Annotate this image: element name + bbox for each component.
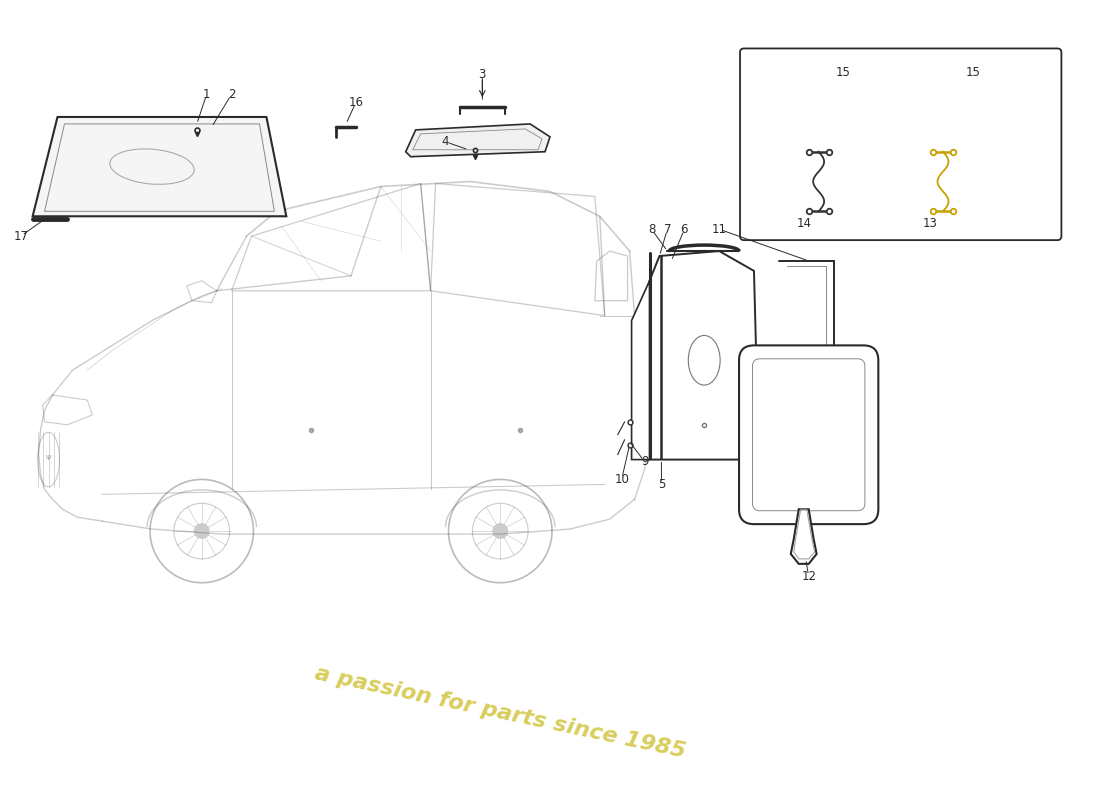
Circle shape	[194, 523, 210, 539]
Text: 11: 11	[712, 222, 727, 236]
Text: 8: 8	[648, 222, 656, 236]
Polygon shape	[406, 124, 550, 157]
Polygon shape	[791, 510, 816, 564]
Text: 2: 2	[228, 88, 235, 101]
Text: 17: 17	[13, 230, 29, 242]
FancyBboxPatch shape	[739, 346, 878, 524]
Text: 14: 14	[796, 217, 811, 230]
Text: 16: 16	[349, 95, 363, 109]
Text: 4: 4	[442, 135, 449, 148]
Polygon shape	[631, 281, 649, 459]
Text: 1: 1	[204, 88, 210, 101]
Text: 13: 13	[923, 217, 937, 230]
Text: 15: 15	[836, 66, 851, 78]
Text: Ψ: Ψ	[46, 454, 52, 461]
Text: 15: 15	[966, 66, 980, 78]
Text: a passion for parts since 1985: a passion for parts since 1985	[314, 664, 688, 762]
Text: 6: 6	[681, 222, 689, 236]
Text: 10: 10	[614, 473, 629, 486]
Circle shape	[493, 523, 508, 539]
Text: 3: 3	[478, 68, 486, 81]
Text: 12: 12	[801, 570, 816, 583]
Text: 5: 5	[658, 478, 666, 491]
Polygon shape	[33, 117, 286, 216]
Polygon shape	[649, 251, 759, 459]
Text: 9: 9	[641, 455, 648, 468]
FancyBboxPatch shape	[740, 49, 1062, 240]
Text: 7: 7	[663, 222, 671, 236]
Text: elitespares: elitespares	[835, 55, 1062, 90]
